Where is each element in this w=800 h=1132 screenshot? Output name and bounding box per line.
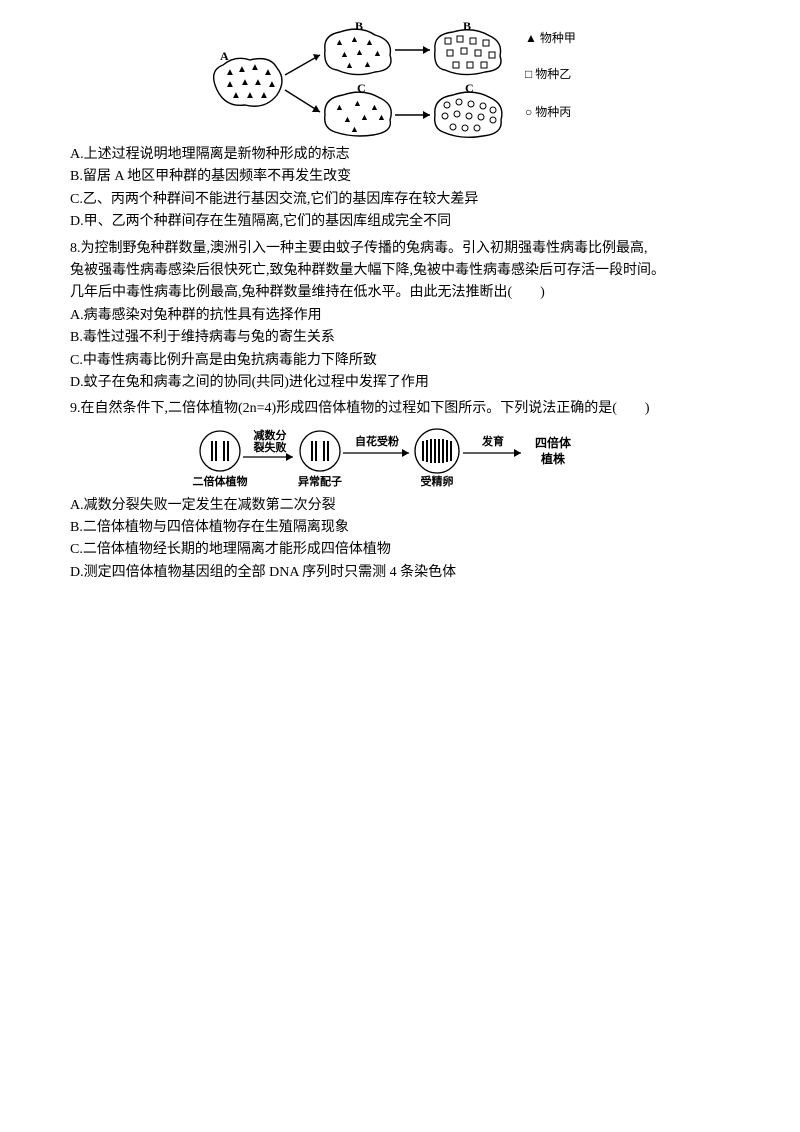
q7-option-a: A.上述过程说明地理隔离是新物种形成的标志 xyxy=(70,144,740,166)
arrow-3: 发育 xyxy=(463,434,521,457)
q8-stem-3: 几年后中毒性病毒比例最高,兔种群数量维持在低水平。由此无法推断出( ) xyxy=(70,282,740,304)
arrow-1: 减数分 裂失败 xyxy=(243,428,293,461)
q8-option-c: C.中毒性病毒比例升高是由兔抗病毒能力下降所致 xyxy=(70,350,740,372)
svg-text:□ 物种乙: □ 物种乙 xyxy=(525,67,571,81)
svg-text:▲: ▲ xyxy=(350,34,359,44)
svg-text:▲: ▲ xyxy=(231,90,241,101)
svg-text:▲: ▲ xyxy=(259,90,269,101)
q7-diagram: A ▲▲▲▲ ▲▲▲▲ ▲▲▲ B ▲▲▲ ▲▲▲ ▲▲ C xyxy=(70,20,740,140)
svg-text:▲: ▲ xyxy=(263,67,273,78)
label-c2: C xyxy=(465,81,474,95)
svg-text:▲: ▲ xyxy=(345,60,354,70)
svg-text:▲: ▲ xyxy=(355,47,364,57)
svg-text:▲: ▲ xyxy=(253,77,263,88)
cell-3: 受精卵 xyxy=(415,429,459,488)
blob-c1: C ▲▲▲ ▲▲▲ ▲ xyxy=(325,81,392,136)
blob-a: A ▲▲▲▲ ▲▲▲▲ ▲▲▲ xyxy=(214,49,282,106)
svg-text:▲: ▲ xyxy=(353,98,362,108)
q8-stem-1: 8.为控制野兔种群数量,澳洲引入一种主要由蚊子传播的兔病毒。引入初期强毒性病毒比… xyxy=(70,238,740,260)
svg-text:▲: ▲ xyxy=(250,62,260,73)
svg-text:裂失败: 裂失败 xyxy=(253,440,287,454)
cell-4-label: 四倍体 植株 xyxy=(535,435,572,466)
svg-text:四倍体: 四倍体 xyxy=(535,435,572,450)
q8-option-d: D.蚊子在兔和病毒之间的协同(共同)进化过程中发挥了作用 xyxy=(70,372,740,394)
label-b2: B xyxy=(463,20,471,33)
speciation-svg: A ▲▲▲▲ ▲▲▲▲ ▲▲▲ B ▲▲▲ ▲▲▲ ▲▲ C xyxy=(195,20,615,140)
svg-text:发育: 发育 xyxy=(481,434,504,448)
q7-option-d: D.甲、乙两个种群间存在生殖隔离,它们的基因库组成完全不同 xyxy=(70,211,740,233)
svg-text:▲: ▲ xyxy=(240,77,250,88)
svg-text:二倍体植物: 二倍体植物 xyxy=(193,474,248,488)
q7-option-c: C.乙、丙两个种群间不能进行基因交流,它们的基因库存在较大差异 xyxy=(70,189,740,211)
svg-text:▲: ▲ xyxy=(335,37,344,47)
svg-text:▲: ▲ xyxy=(340,49,349,59)
svg-text:▲: ▲ xyxy=(377,112,386,122)
q9-stem: 9.在自然条件下,二倍体植物(2n=4)形成四倍体植物的过程如下图所示。下列说法… xyxy=(70,398,740,420)
cell-1: 二倍体植物 xyxy=(193,431,248,488)
q9-option-a: A.减数分裂失败一定发生在减数第二次分裂 xyxy=(70,495,740,517)
label-b1: B xyxy=(355,20,363,33)
svg-text:▲: ▲ xyxy=(365,37,374,47)
tetraploid-svg: 二倍体植物 减数分 裂失败 异常配子 自花受粉 xyxy=(185,421,625,491)
svg-text:▲: ▲ xyxy=(225,79,235,90)
blob-b2: B xyxy=(435,20,501,75)
svg-text:植株: 植株 xyxy=(540,451,566,466)
blob-b1: B ▲▲▲ ▲▲▲ ▲▲ xyxy=(325,20,391,75)
svg-text:▲: ▲ xyxy=(343,114,352,124)
svg-text:▲ 物种甲: ▲ 物种甲 xyxy=(525,31,576,45)
q8-option-b: B.毒性过强不利于维持病毒与兔的寄生关系 xyxy=(70,327,740,349)
q7-option-b: B.留居 A 地区甲种群的基因频率不再发生改变 xyxy=(70,166,740,188)
arrow-2: 自花受粉 xyxy=(343,434,409,457)
svg-text:自花受粉: 自花受粉 xyxy=(355,434,399,448)
blob-c2: C xyxy=(435,81,502,137)
svg-text:异常配子: 异常配子 xyxy=(298,474,342,488)
svg-text:▲: ▲ xyxy=(350,124,359,134)
q9-option-d: D.测定四倍体植物基因组的全部 DNA 序列时只需测 4 条染色体 xyxy=(70,562,740,584)
svg-text:▲: ▲ xyxy=(237,64,247,75)
q9-option-b: B.二倍体植物与四倍体植物存在生殖隔离现象 xyxy=(70,517,740,539)
svg-text:▲: ▲ xyxy=(335,102,344,112)
svg-text:▲: ▲ xyxy=(373,48,382,58)
label-a: A xyxy=(220,49,229,63)
svg-text:▲: ▲ xyxy=(370,102,379,112)
q8-option-a: A.病毒感染对兔种群的抗性具有选择作用 xyxy=(70,305,740,327)
svg-text:▲: ▲ xyxy=(360,112,369,122)
label-c1: C xyxy=(357,81,366,95)
q9-option-c: C.二倍体植物经长期的地理隔离才能形成四倍体植物 xyxy=(70,539,740,561)
svg-text:▲: ▲ xyxy=(225,67,235,78)
svg-text:▲: ▲ xyxy=(363,59,372,69)
svg-text:减数分: 减数分 xyxy=(254,428,287,442)
legend: ▲ 物种甲 □ 物种乙 ○ 物种丙 xyxy=(525,31,576,119)
q8-stem-2: 兔被强毒性病毒感染后很快死亡,致兔种群数量大幅下降,兔被中毒性病毒感染后可存活一… xyxy=(70,260,740,282)
svg-text:▲: ▲ xyxy=(245,90,255,101)
svg-text:受精卵: 受精卵 xyxy=(421,474,454,488)
q9-diagram: 二倍体植物 减数分 裂失败 异常配子 自花受粉 xyxy=(70,421,740,491)
cell-2: 异常配子 xyxy=(298,431,342,488)
svg-text:○ 物种丙: ○ 物种丙 xyxy=(525,105,571,119)
svg-text:▲: ▲ xyxy=(267,79,277,90)
